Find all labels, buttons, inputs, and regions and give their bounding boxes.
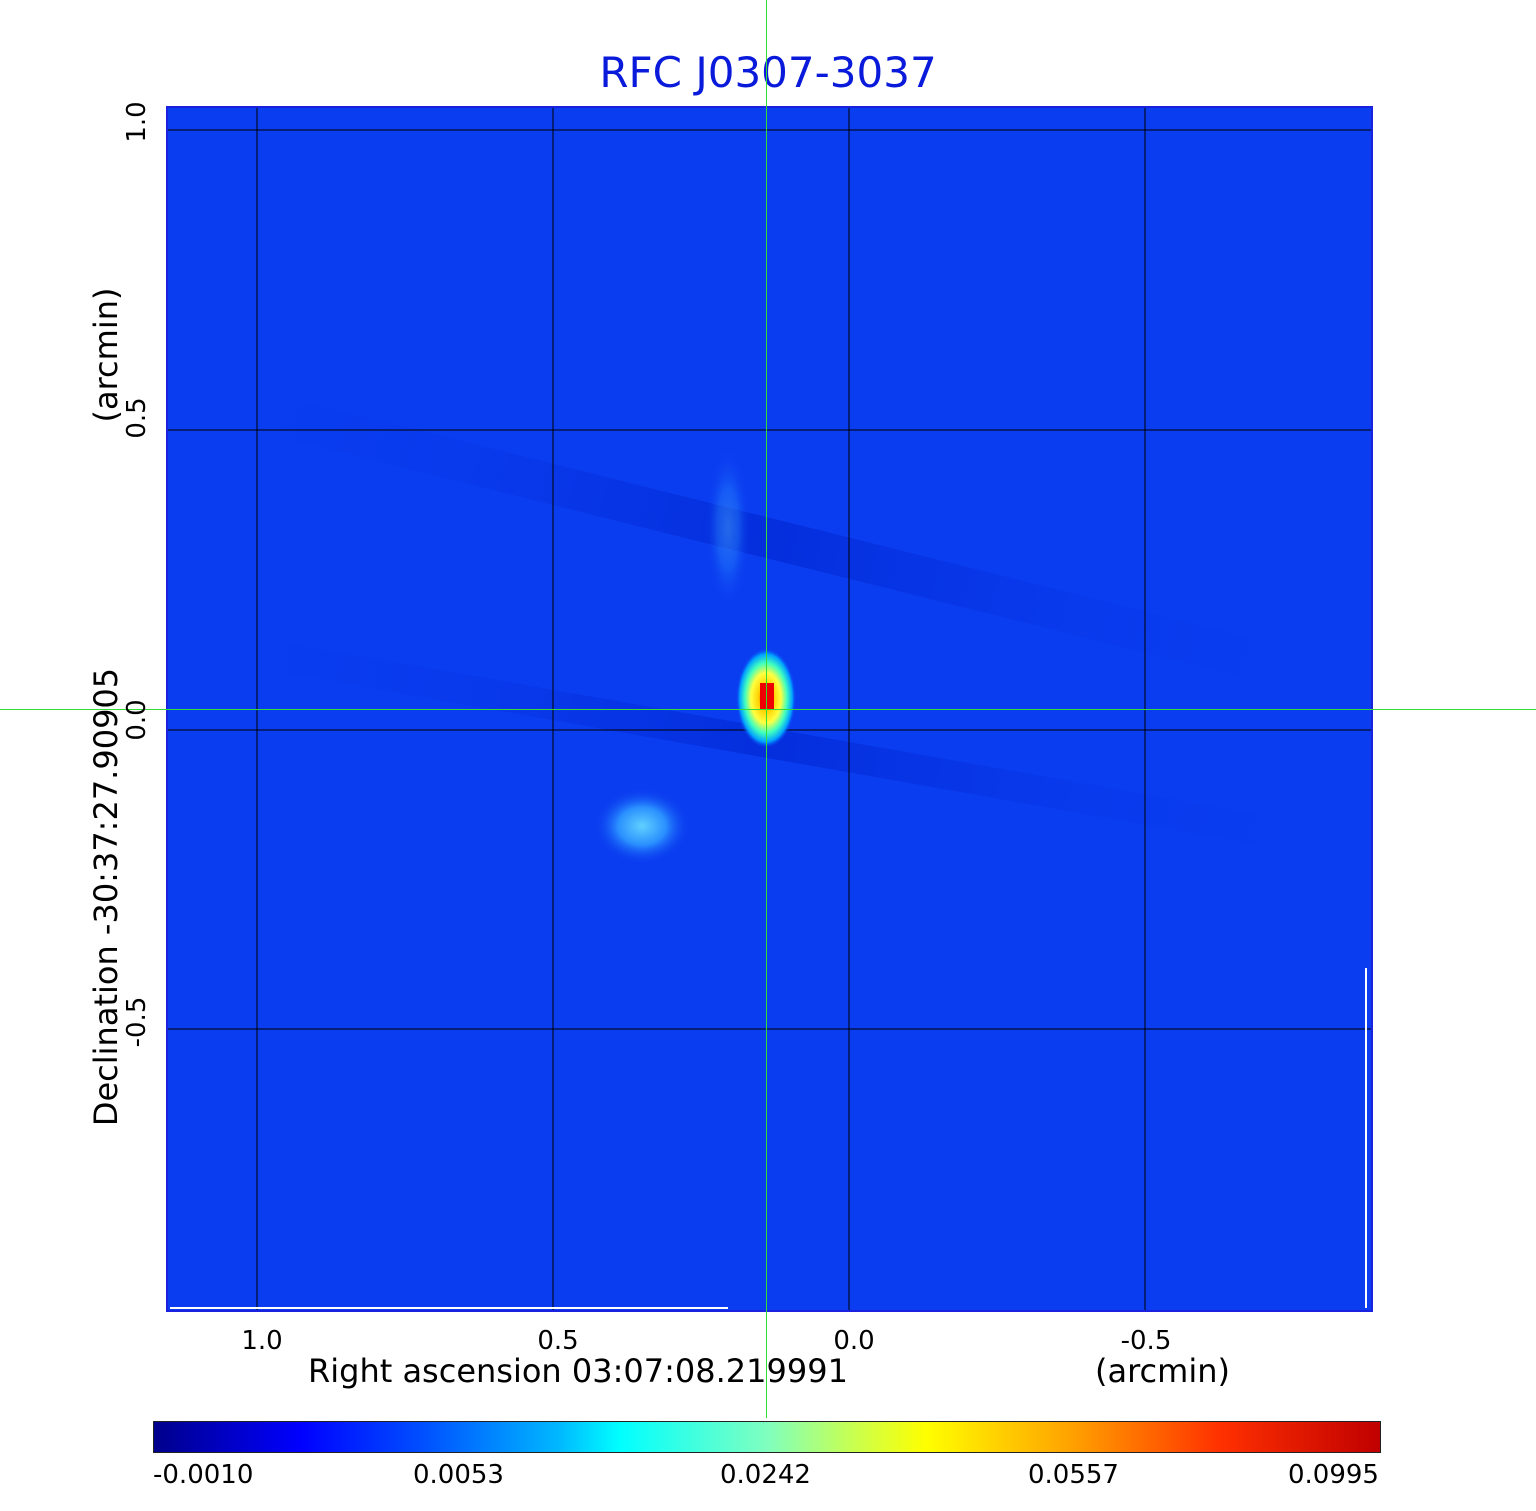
colorbar-tick-label: 0.0995	[1288, 1460, 1379, 1490]
y-tick-label: 0.0	[122, 699, 152, 741]
y-tick-label: -0.5	[122, 996, 152, 1048]
x-tick-label: 0.5	[537, 1326, 579, 1356]
colorbar-tick-label: 0.0557	[1028, 1460, 1119, 1490]
faint-jet	[706, 448, 750, 608]
plot-title: RFC J0307-3037	[599, 48, 937, 97]
y-axis-unit: (arcmin)	[87, 287, 125, 423]
x-tick-label: -0.5	[1120, 1326, 1172, 1356]
crosshair-horizontal	[0, 709, 1536, 710]
x-tick-label: 1.0	[241, 1326, 283, 1356]
sidelobe-streak	[180, 373, 1358, 704]
x-axis-unit: (arcmin)	[1095, 1352, 1230, 1390]
colorbar-tick-label: -0.0010	[153, 1460, 254, 1490]
y-tick-label: 1.0	[122, 101, 152, 143]
x-axis-label: Right ascension 03:07:08.219991	[308, 1352, 848, 1390]
y-axis-label: Declination -30:37:27.90905	[87, 667, 125, 1127]
secondary-component	[594, 788, 690, 864]
colorbar-tick-label: 0.0242	[720, 1460, 811, 1490]
x-tick-label: 0.0	[833, 1326, 875, 1356]
colorbar-tick-label: 0.0053	[413, 1460, 504, 1490]
peak-pixel	[760, 683, 774, 709]
colorbar	[153, 1421, 1381, 1453]
y-tick-label: 0.5	[122, 397, 152, 439]
